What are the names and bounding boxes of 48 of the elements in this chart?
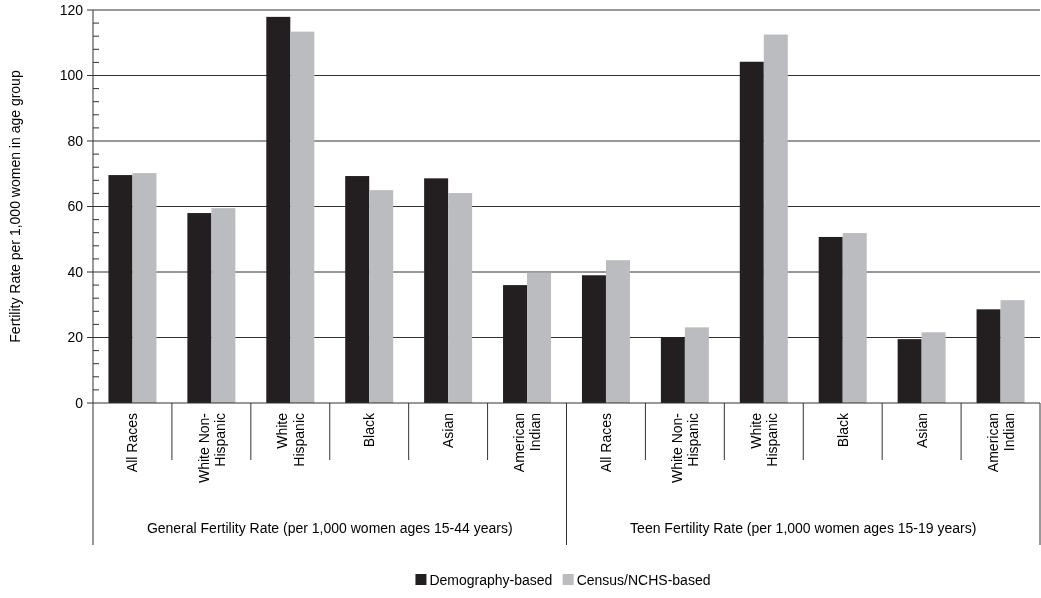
y-tick-label: 120 [59,1,84,18]
legend-label: Census/NCHS-based [576,571,711,588]
text: General Fertility Rate (per 1,000 women ages 15-44 years) [146,520,513,536]
legend-label: Demography-based [429,571,553,588]
x-tick-label: Black [361,412,378,448]
bar [581,275,606,403]
y-axis-title: Fertility Rate per 1,000 women in age group [7,70,23,343]
bar [818,236,843,403]
x-tick-label: White Non-Hispanic [195,412,228,484]
bar [605,260,630,403]
bar [921,332,946,403]
bar [976,309,1001,403]
x-tick-label: American Indian [984,413,1017,473]
y-tick-label: 0 [75,394,84,411]
x-tick-label: White Hispanic [274,412,307,467]
x-tick-label: American Indian [511,413,544,473]
x-tick-label: White Non-Hispanic [669,412,702,484]
bar [266,16,291,403]
bar [1000,300,1025,403]
y-tick-label: 100 [59,67,84,84]
bar [132,173,157,403]
bar [424,178,449,403]
y-tick-label: 20 [67,329,84,346]
text: Teen Fertility Rate (per 1,000 women ages 15-19 years) [630,520,977,536]
bar [187,213,212,403]
bar [763,34,788,403]
bar [448,193,473,403]
x-tick-label: Asian [440,413,457,449]
x-tick-label: Black [834,412,851,448]
bar [897,339,922,403]
bar [842,233,867,403]
y-tick-label: 80 [67,132,84,149]
bar [739,61,764,403]
bar [527,272,552,403]
x-tick-label: White Hispanic [747,412,781,467]
y-tick-label: 60 [67,198,84,215]
bar [503,285,528,403]
bar [660,337,685,403]
bar [211,208,236,403]
bar [345,176,370,403]
bar [108,175,133,403]
x-tick-label: All Races [124,413,141,473]
x-tick-label: Asian [913,413,930,449]
bar [290,31,315,403]
x-tick-label: All Races [597,413,614,473]
bar [369,190,394,403]
y-tick-label: 40 [67,263,84,280]
bar [684,327,709,403]
